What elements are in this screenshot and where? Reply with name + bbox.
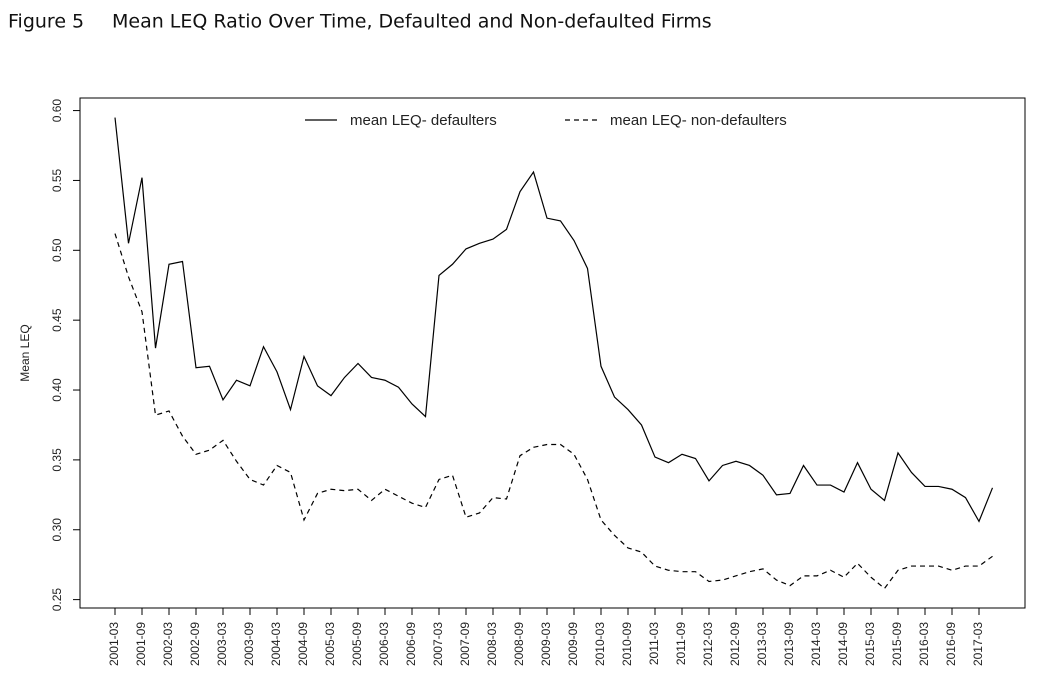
- y-tick-label: 0.50: [50, 238, 64, 262]
- x-tick-label: 2005-03: [323, 622, 337, 666]
- x-tick-label: 2011-09: [674, 622, 688, 665]
- y-tick-label: 0.25: [50, 588, 64, 612]
- x-tick-label: 2004-03: [269, 622, 283, 666]
- x-tick-label: 2011-03: [647, 622, 661, 665]
- x-tick-label: 2014-03: [809, 622, 823, 666]
- x-tick-label: 2009-03: [539, 622, 553, 666]
- x-tick-label: 2013-09: [782, 622, 796, 666]
- x-tick-label: 2013-03: [755, 622, 769, 666]
- x-tick-label: 2012-03: [701, 622, 715, 666]
- plot-frame: [79, 97, 1026, 609]
- y-tick-label: 0.45: [50, 308, 64, 332]
- x-tick-label: 2006-09: [404, 622, 418, 666]
- x-tick-label: 2001-03: [107, 622, 121, 666]
- x-tick-label: 2007-03: [431, 622, 445, 666]
- x-tick-label: 2002-09: [188, 622, 202, 666]
- x-tick-label: 2010-09: [620, 622, 634, 666]
- chart-title: Mean LEQ Ratio Over Time, Defaulted and …: [112, 11, 712, 33]
- y-tick-label: 0.30: [50, 518, 64, 542]
- x-tick-label: 2001-09: [134, 622, 148, 666]
- x-tick-label: 2008-09: [512, 622, 526, 666]
- x-tick-label: 2012-09: [728, 622, 742, 666]
- x-tick-label: 2002-03: [161, 622, 175, 666]
- y-tick-label: 0.40: [50, 378, 64, 402]
- x-tick-label: 2015-03: [863, 622, 877, 666]
- data-line: [114, 117, 994, 523]
- y-tick-label: 0.60: [50, 99, 64, 123]
- x-tick-label: 2008-03: [485, 622, 499, 666]
- x-tick-label: 2004-09: [296, 622, 310, 666]
- x-tick-label: 2009-09: [566, 622, 580, 666]
- x-tick-label: 2014-09: [836, 622, 850, 666]
- x-tick-label: 2016-03: [917, 622, 931, 666]
- data-line: [114, 233, 993, 590]
- legend-label: mean LEQ- defaulters: [350, 112, 497, 129]
- x-tick-label: 2003-09: [242, 622, 256, 666]
- legend-label: mean LEQ- non-defaulters: [610, 112, 787, 129]
- x-tick-label: 2007-09: [458, 622, 472, 666]
- x-tick-label: 2015-09: [890, 622, 904, 666]
- figure-label: Figure 5: [8, 11, 84, 33]
- y-tick-label: 0.35: [50, 448, 64, 472]
- y-tick-label: 0.55: [50, 168, 64, 192]
- x-tick-label: 2016-09: [944, 622, 958, 666]
- x-tick-label: 2010-03: [593, 622, 607, 666]
- x-tick-label: 2006-03: [377, 622, 391, 666]
- x-tick-label: 2003-03: [215, 622, 229, 666]
- y-axis-label: Mean LEQ: [18, 324, 32, 381]
- x-tick-label: 2017-03: [971, 622, 985, 666]
- x-tick-label: 2005-09: [350, 622, 364, 666]
